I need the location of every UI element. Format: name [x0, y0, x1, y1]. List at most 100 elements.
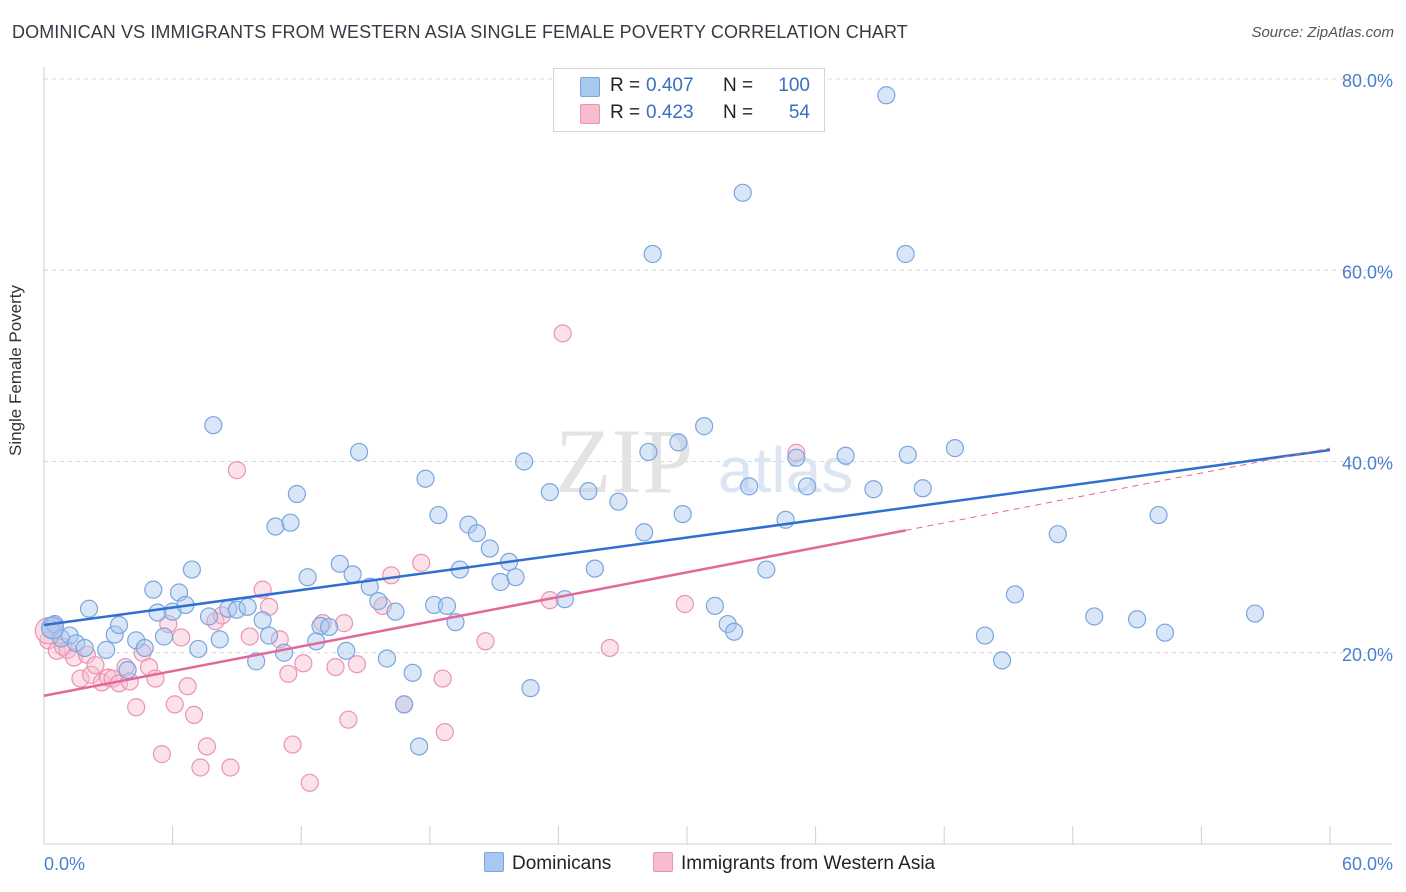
point-dominicans	[733, 183, 752, 202]
point-immigrants-western-asia	[191, 758, 210, 777]
point-dominicans	[287, 484, 307, 504]
point-dominicans	[673, 504, 692, 524]
n-label: N =	[723, 75, 754, 96]
point-dominicans	[274, 643, 294, 662]
point-dominicans	[669, 433, 688, 452]
point-immigrants-western-asia	[127, 698, 146, 717]
point-immigrants-western-asia	[553, 324, 572, 343]
point-dominicans	[416, 469, 435, 488]
point-dominicans	[403, 663, 422, 682]
point-immigrants-western-asia	[435, 723, 454, 742]
point-dominicans	[540, 483, 559, 502]
point-immigrants-western-asia	[476, 632, 495, 651]
point-immigrants-western-asia	[197, 737, 216, 756]
y-tick-label: 40.0%	[1342, 454, 1393, 474]
point-dominicans	[639, 442, 658, 462]
point-immigrants-western-asia	[240, 627, 259, 646]
source-label: Source: ZipAtlas.com	[1251, 24, 1394, 41]
point-dominicans	[1155, 623, 1175, 642]
point-dominicans	[105, 625, 124, 644]
point-immigrants-western-asia	[600, 638, 619, 658]
point-immigrants-western-asia	[152, 745, 171, 764]
point-dominicans	[579, 482, 598, 501]
point-dominicans	[409, 737, 429, 756]
point-immigrants-western-asia	[279, 664, 298, 683]
point-dominicans	[555, 590, 574, 609]
point-dominicans	[491, 572, 510, 592]
point-dominicans	[757, 560, 776, 579]
point-dominicans	[281, 513, 300, 532]
point-dominicans	[898, 445, 917, 464]
point-immigrants-western-asia	[116, 657, 135, 677]
n-value: 100	[778, 75, 810, 96]
point-dominicans	[253, 611, 272, 630]
point-dominicans	[204, 416, 223, 435]
point-dominicans	[109, 615, 129, 635]
point-dominicans	[259, 626, 279, 645]
legend-item-dominicans[interactable]: Dominicans	[484, 852, 611, 875]
point-dominicans	[740, 477, 759, 496]
point-dominicans	[506, 568, 525, 587]
point-dominicans	[429, 505, 448, 525]
point-dominicans	[515, 452, 534, 471]
point-cluster-dominicans	[40, 616, 65, 640]
point-immigrants-western-asia	[172, 628, 191, 647]
series-immigrants-western-asia	[34, 324, 806, 792]
point-dominicans	[1127, 610, 1147, 629]
point-dominicans	[369, 592, 388, 611]
legend-label-dominicans: Dominicans	[512, 853, 612, 874]
point-dominicans	[705, 596, 724, 615]
legend-swatch-pink	[653, 852, 673, 872]
axes	[43, 67, 1392, 845]
legend-item-immigrants[interactable]: Immigrants from Western Asia	[653, 852, 935, 875]
point-dominicans	[480, 539, 499, 558]
watermark-atlas: atlas	[718, 434, 853, 506]
point-immigrants-western-asia	[412, 553, 431, 572]
point-dominicans	[67, 634, 86, 653]
r-label: R =	[610, 75, 641, 96]
x-tick-label: 60.0%	[1342, 854, 1393, 874]
point-immigrants-western-asia	[86, 656, 105, 675]
point-dominicans	[913, 479, 932, 498]
point-dominicans	[349, 442, 369, 462]
n-label: N =	[723, 102, 754, 123]
point-dominicans	[118, 660, 137, 680]
point-dominicans	[330, 554, 349, 573]
point-dominicans	[238, 597, 257, 616]
tick-labels: 20.0% 40.0% 60.0% 80.0% 0.0% 60.0%	[44, 71, 1393, 874]
point-immigrants-western-asia	[165, 695, 184, 714]
point-dominicans	[377, 649, 397, 668]
point-dominicans	[521, 679, 540, 698]
point-immigrants-western-asia	[675, 594, 694, 614]
stats-legend: R = 0.407 N = 100 R = 0.423 N = 54	[553, 68, 825, 132]
point-immigrants-western-asia	[184, 705, 204, 725]
watermark: ZIP atlas	[555, 410, 853, 512]
point-dominicans	[585, 559, 604, 578]
point-dominicans	[945, 439, 965, 458]
point-immigrants-western-asia	[347, 655, 367, 674]
swatch-blue	[580, 77, 600, 97]
point-dominicans	[635, 523, 654, 542]
point-immigrants-western-asia	[294, 654, 313, 673]
point-dominicans	[266, 517, 285, 536]
point-immigrants-western-asia	[227, 461, 246, 480]
point-dominicans	[643, 244, 662, 264]
chart-title: DOMINICAN VS IMMIGRANTS FROM WESTERN ASI…	[12, 22, 908, 42]
point-dominicans	[319, 617, 339, 637]
r-label: R =	[610, 102, 641, 123]
y-axis-label: Single Female Poverty	[6, 284, 25, 456]
point-dominicans	[227, 600, 246, 619]
series-dominicans	[40, 86, 1265, 756]
point-immigrants-western-asia	[178, 677, 197, 696]
y-tick-label: 80.0%	[1342, 71, 1393, 91]
legend-label-immigrants: Immigrants from Western Asia	[681, 853, 936, 874]
point-dominicans	[189, 639, 208, 659]
point-immigrants-western-asia	[382, 566, 401, 585]
point-dominicans	[386, 602, 405, 621]
point-dominicans	[896, 244, 915, 264]
point-dominicans	[148, 603, 167, 622]
point-dominicans	[135, 638, 154, 658]
swatch-pink	[580, 104, 600, 124]
point-dominicans	[199, 607, 219, 626]
point-dominicans	[154, 627, 174, 646]
